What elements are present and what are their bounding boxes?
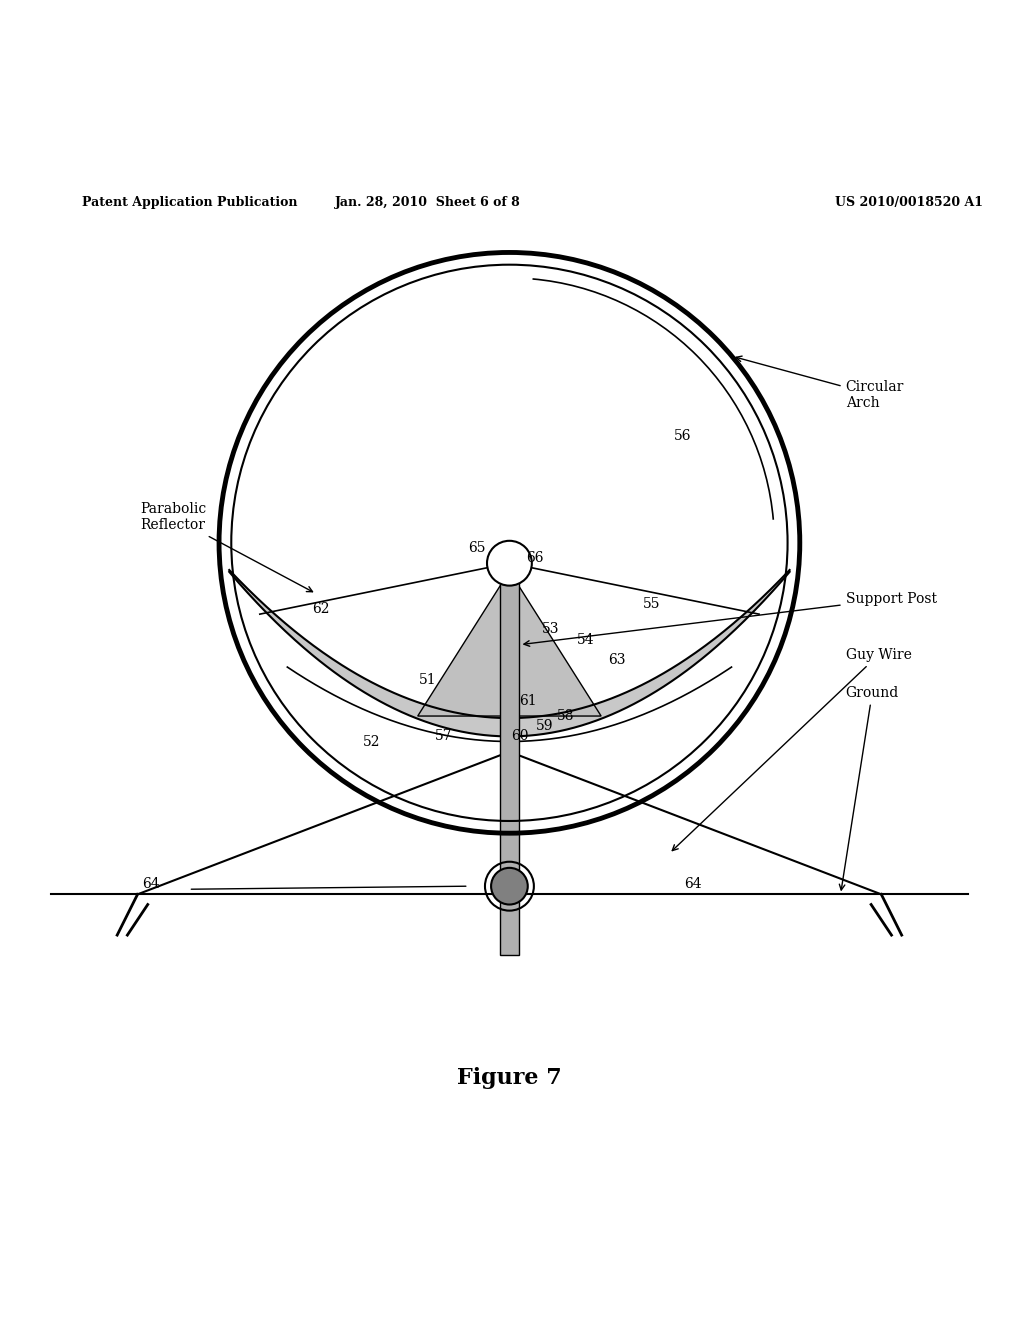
Text: Parabolic
Reflector: Parabolic Reflector <box>140 503 312 591</box>
Text: 63: 63 <box>607 653 626 667</box>
Text: Patent Application Publication: Patent Application Publication <box>82 197 297 210</box>
Text: 65: 65 <box>468 541 485 554</box>
Text: 57: 57 <box>434 730 452 743</box>
Polygon shape <box>418 586 601 715</box>
Text: 51: 51 <box>419 673 436 688</box>
Text: 64: 64 <box>684 878 701 891</box>
Text: 66: 66 <box>526 552 544 565</box>
Text: Figure 7: Figure 7 <box>457 1067 562 1089</box>
Text: 58: 58 <box>557 709 574 723</box>
Text: 62: 62 <box>312 602 330 616</box>
Text: 61: 61 <box>519 694 537 708</box>
Polygon shape <box>229 570 790 737</box>
Text: Guy Wire: Guy Wire <box>673 648 911 850</box>
Text: 53: 53 <box>542 623 559 636</box>
Text: 56: 56 <box>674 429 691 442</box>
Text: 55: 55 <box>643 597 660 611</box>
Bar <box>501 564 518 956</box>
Text: US 2010/0018520 A1: US 2010/0018520 A1 <box>836 197 983 210</box>
Text: Circular
Arch: Circular Arch <box>736 356 904 411</box>
Text: 52: 52 <box>364 734 381 748</box>
Text: 59: 59 <box>537 719 554 733</box>
Text: Support Post: Support Post <box>524 591 937 647</box>
Text: Ground: Ground <box>840 685 899 890</box>
Text: 54: 54 <box>578 632 595 647</box>
Text: Jan. 28, 2010  Sheet 6 of 8: Jan. 28, 2010 Sheet 6 of 8 <box>335 197 521 210</box>
Text: 60: 60 <box>511 730 528 743</box>
Text: 64: 64 <box>142 878 160 891</box>
Circle shape <box>487 541 531 586</box>
Circle shape <box>492 867 527 904</box>
